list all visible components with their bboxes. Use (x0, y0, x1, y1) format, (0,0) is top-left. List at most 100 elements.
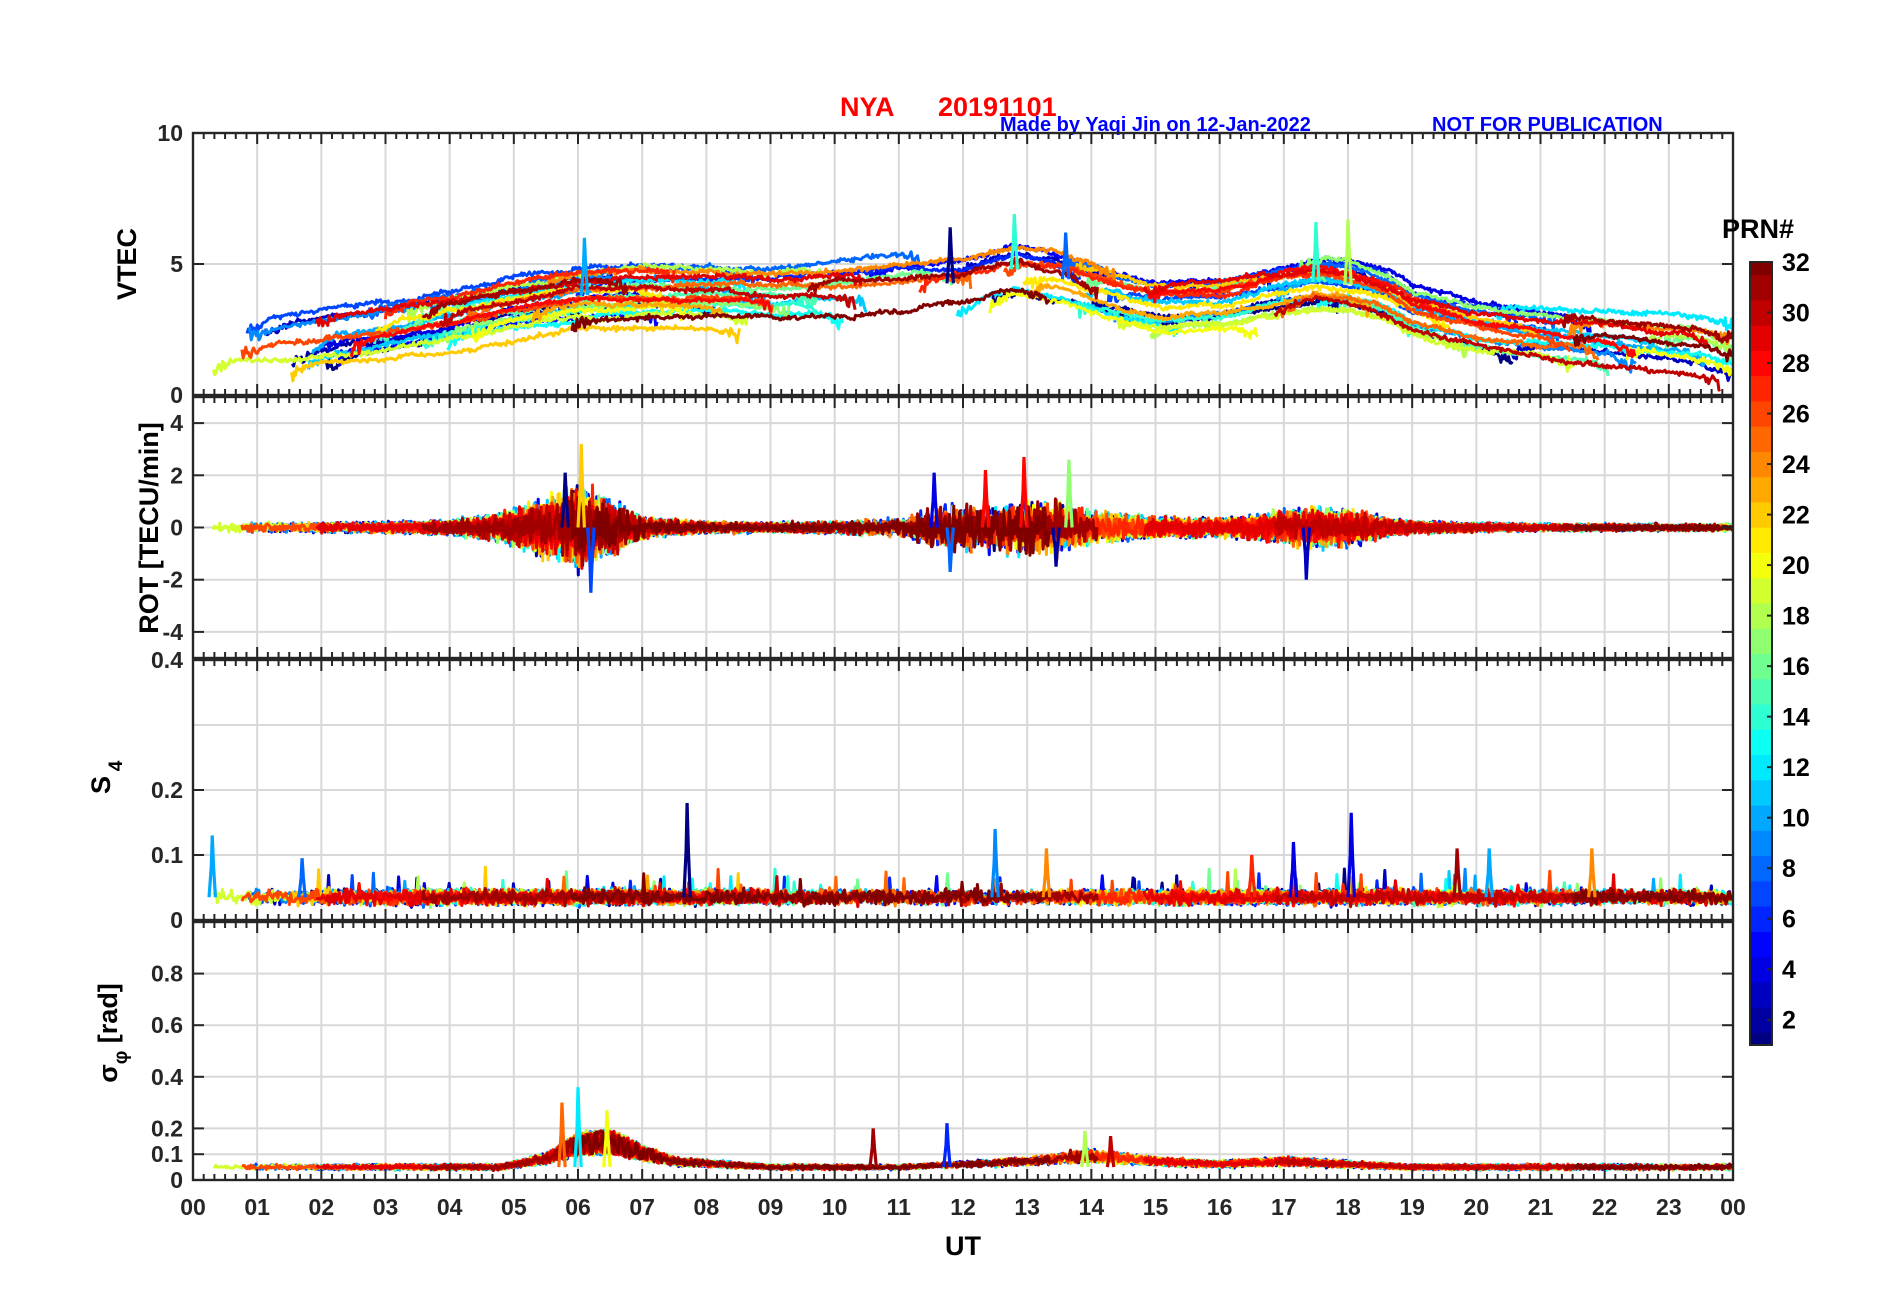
prn-series-line (570, 1130, 1051, 1172)
prn-series-line (570, 287, 1051, 333)
colorbar-band (1750, 1032, 1772, 1046)
prn-series-line (570, 489, 1051, 557)
prn-series-line (245, 261, 757, 334)
spike-mark (586, 527, 596, 593)
x-tick-label: 02 (309, 1194, 335, 1220)
y-tick-label: -2 (163, 567, 183, 593)
colorbar-band (1750, 628, 1772, 654)
spike-mark (1064, 459, 1074, 528)
spike-mark (602, 1110, 612, 1168)
s4-ylabel: S 4 (86, 760, 127, 794)
x-tick-label: 14 (1079, 1194, 1105, 1220)
svg-text:S: S (86, 776, 116, 794)
notice-text: NOT FOR PUBLICATION (1432, 114, 1663, 136)
spike-mark (1452, 848, 1462, 898)
colorbar-band (1750, 704, 1772, 730)
y-tick-label: 0 (170, 382, 183, 408)
colorbar-band (1750, 678, 1772, 705)
colorbar-tick-label: 24 (1782, 451, 1810, 479)
x-tick-label: 08 (694, 1194, 720, 1220)
s4-panel: 0 0.1 0.2 0.4 (151, 647, 1735, 933)
vtec-panel: 0 5 10 (157, 120, 1735, 408)
colorbar-band (1750, 729, 1772, 756)
x-tick-label: 03 (373, 1194, 399, 1220)
colorbar-tick-label: 32 (1782, 249, 1810, 277)
colorbar-tick-label: 6 (1782, 906, 1796, 934)
prn-series-line (1572, 331, 1733, 363)
colorbar-tick-label: 18 (1782, 603, 1810, 631)
prn-series-line (546, 244, 1117, 287)
prn-series-line (1273, 295, 1721, 392)
x-tick-label: 18 (1335, 1194, 1361, 1220)
colorbar-band (1750, 754, 1772, 781)
prn-series-line (1279, 291, 1600, 361)
colorbar-band (1750, 350, 1772, 377)
x-tick-label: 11 (887, 1194, 912, 1220)
spike-mark (1587, 848, 1597, 898)
spike-mark (207, 835, 218, 898)
x-tick-label: 13 (1014, 1194, 1040, 1220)
spike-mark (929, 472, 939, 528)
colorbar-band (1750, 906, 1772, 932)
x-tick-label: 20 (1464, 1194, 1490, 1220)
spike-mark (297, 858, 307, 898)
colorbar-band (1750, 262, 1772, 276)
x-tick-label: 12 (950, 1194, 976, 1220)
y-tick-label: 0.2 (151, 777, 183, 803)
colorbar-band (1750, 501, 1772, 528)
y-tick-label: 0 (170, 1167, 183, 1193)
title-date: 20191101 (938, 92, 1057, 122)
spike-mark (682, 802, 692, 898)
spike-mark (576, 443, 587, 528)
spike-mark (942, 1123, 952, 1168)
spike-mark (573, 1087, 583, 1168)
colorbar-band (1750, 527, 1772, 553)
colorbar-band (1750, 426, 1772, 452)
x-tick-label: 06 (565, 1194, 591, 1220)
prn-series-line (1491, 304, 1733, 334)
colorbar-band (1750, 274, 1772, 301)
spike-mark (1080, 1130, 1090, 1168)
sigma-phi-panel: 00.10.2 0.4 0.6 0.8 (151, 920, 1735, 1193)
colorbar-frame (1749, 261, 1773, 1046)
x-tick-label: 16 (1207, 1194, 1233, 1220)
prn-series-line (1573, 1162, 1733, 1172)
x-tick-label: 19 (1399, 1194, 1425, 1220)
prn-series-line (570, 872, 1051, 908)
colorbar-band (1750, 400, 1772, 427)
colorbar-tick-label: 16 (1782, 653, 1810, 681)
colorbar-band (1750, 451, 1772, 478)
colorbar-tick-label: 20 (1782, 552, 1810, 580)
colorbar-band (1750, 375, 1772, 402)
colorbar-band (1750, 830, 1772, 857)
colorbar-tick-label: 30 (1782, 300, 1810, 328)
y-tick-label: 4 (170, 410, 183, 436)
x-tick-label: 22 (1592, 1194, 1618, 1220)
colorbar-tick-label: 10 (1782, 805, 1810, 833)
colorbar-tick-label: 8 (1782, 855, 1796, 883)
colorbar-band (1750, 476, 1772, 503)
spike-mark (579, 237, 590, 296)
x-tick-label: 00 (1720, 1194, 1746, 1220)
y-tick-label: 0 (170, 515, 183, 541)
colorbar-tick-label: 2 (1782, 1007, 1796, 1035)
x-tick-label: 23 (1656, 1194, 1682, 1220)
y-tick-label: 0.4 (151, 647, 183, 673)
x-tick-label: 00 (180, 1194, 206, 1220)
x-tick-label: 01 (244, 1194, 270, 1220)
spike-mark (980, 470, 991, 528)
colorbar-title: PRN# (1722, 214, 1794, 244)
sigma-phi-ylabel: σφ [rad] (93, 983, 132, 1083)
y-tick-label: 5 (170, 251, 183, 277)
spike-mark (557, 1102, 567, 1168)
prn-series-line (1146, 263, 1637, 359)
spike-mark (1484, 848, 1494, 898)
colorbar-band (1750, 855, 1772, 882)
y-tick-label: -4 (163, 619, 184, 645)
colorbar-tick-label: 14 (1782, 704, 1810, 732)
spike-mark (560, 472, 570, 528)
colorbar-band (1750, 552, 1772, 579)
colorbar-tick-label: 22 (1782, 502, 1810, 530)
